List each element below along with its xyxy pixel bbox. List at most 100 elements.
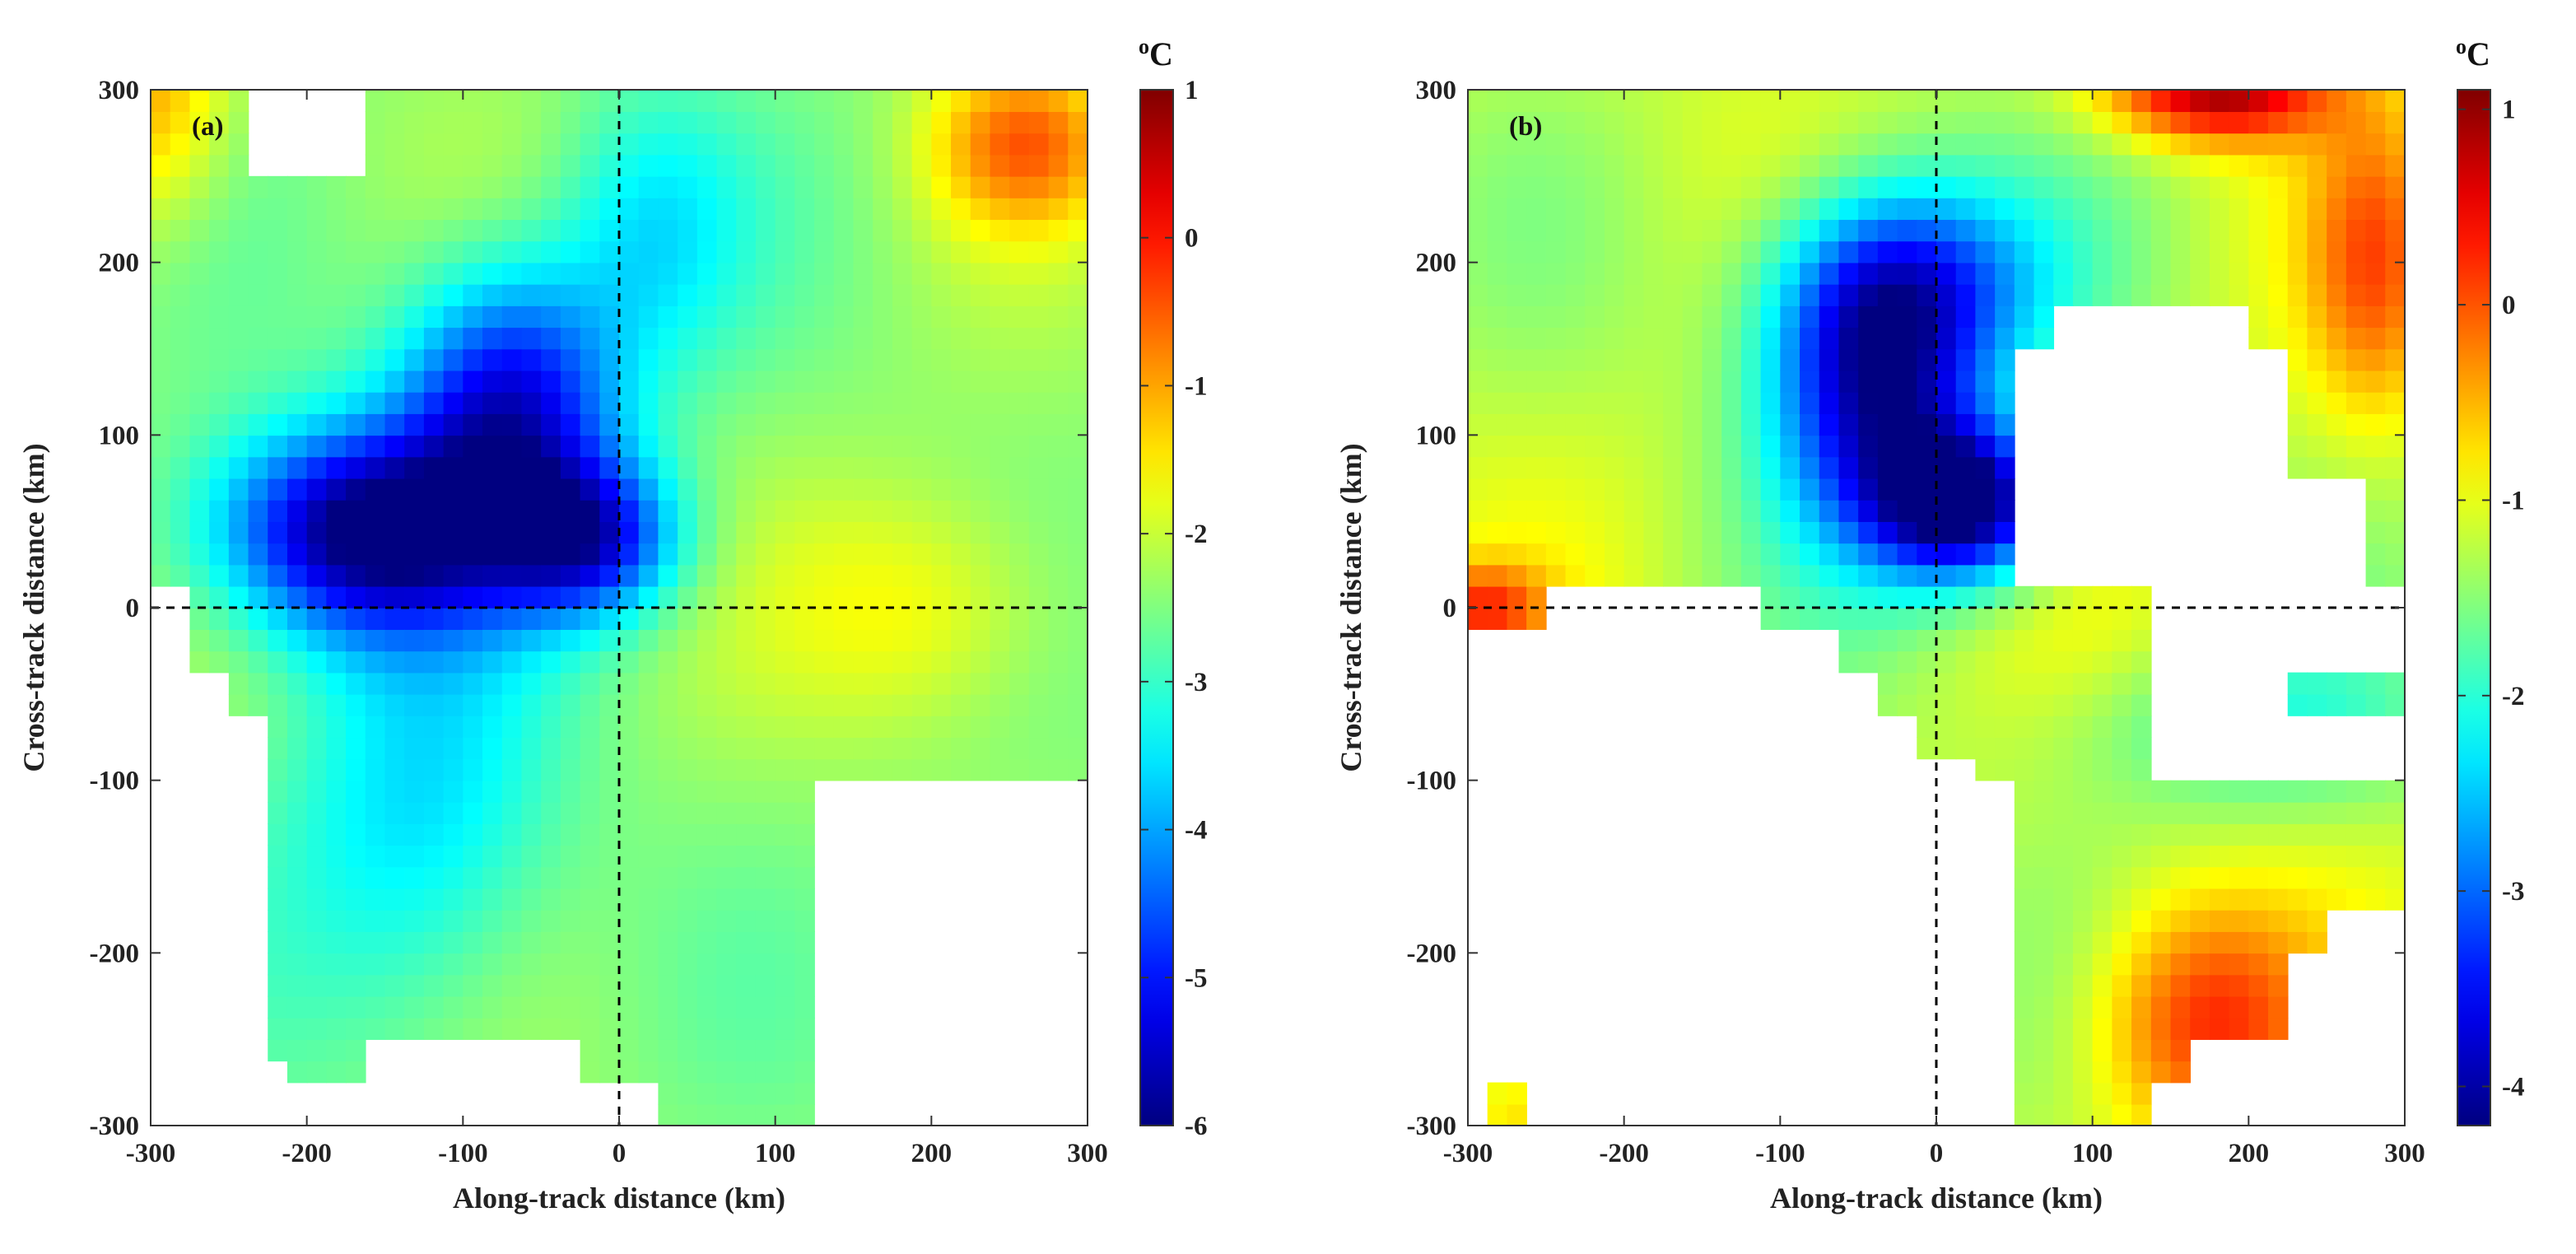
heatmap-cell	[599, 693, 620, 716]
heatmap-cell	[404, 780, 425, 803]
heatmap-cell	[2287, 823, 2308, 846]
heatmap-cell	[599, 240, 620, 263]
heatmap-cell	[1858, 348, 1879, 371]
heatmap-cell	[1995, 543, 2015, 566]
heatmap-cell	[151, 133, 171, 156]
heatmap-cell	[1780, 521, 1800, 544]
heatmap-cell	[1623, 198, 1645, 221]
heatmap-cell	[560, 780, 581, 803]
heatmap-cell	[1740, 198, 1762, 221]
heatmap-cell	[1819, 585, 1840, 608]
heatmap-cell	[501, 758, 523, 781]
heatmap-cell	[404, 801, 425, 824]
heatmap-cell	[1663, 327, 1684, 350]
heatmap-cell	[189, 564, 210, 587]
heatmap-cell	[2190, 111, 2210, 134]
heatmap-cell	[873, 435, 893, 458]
heatmap-cell	[2385, 133, 2406, 156]
heatmap-cell	[1545, 305, 1567, 329]
heatmap-cell	[970, 543, 991, 566]
heatmap-cell	[1507, 90, 1527, 113]
heatmap-cell	[2170, 909, 2192, 932]
heatmap-cell	[1917, 716, 1937, 739]
heatmap-cell	[678, 391, 698, 414]
heatmap-cell	[1468, 262, 1488, 285]
heatmap-cell	[1468, 521, 1488, 544]
heatmap-cell	[560, 543, 581, 566]
heatmap-cell	[1565, 348, 1586, 371]
heatmap-cell	[248, 219, 269, 242]
heatmap-cell	[209, 305, 230, 329]
heatmap-cell	[1545, 175, 1567, 198]
heatmap-cell	[268, 650, 288, 674]
heatmap-cell	[1800, 391, 1820, 414]
heatmap-cell	[2033, 629, 2055, 652]
heatmap-cell	[970, 348, 991, 371]
heatmap-cell	[1048, 391, 1069, 414]
heatmap-cell	[560, 219, 581, 242]
heatmap-cell	[306, 283, 328, 306]
heatmap-cell	[873, 305, 893, 329]
heatmap-cell	[268, 219, 288, 242]
heatmap-cell	[2170, 1061, 2192, 1084]
heatmap-cell	[1858, 154, 1879, 177]
heatmap-cell	[2014, 327, 2035, 350]
heatmap-cell	[599, 629, 620, 652]
heatmap-cell	[1663, 240, 1684, 263]
heatmap-cell	[443, 499, 464, 522]
heatmap-cell	[696, 974, 718, 997]
heatmap-cell	[1721, 499, 1742, 522]
heatmap-cell	[248, 585, 269, 608]
heatmap-cell	[2365, 478, 2387, 501]
heatmap-cell	[209, 133, 230, 156]
heatmap-cell	[2112, 1061, 2132, 1084]
heatmap-cell	[775, 262, 796, 285]
heatmap-cell	[696, 111, 718, 134]
heatmap-cell	[716, 888, 738, 911]
heatmap-cell	[1740, 154, 1762, 177]
heatmap-cell	[443, 413, 464, 436]
heatmap-cell	[404, 370, 425, 393]
heatmap-cell	[1897, 478, 1918, 501]
heatmap-cell	[951, 693, 971, 716]
heatmap-cell	[794, 974, 815, 997]
heatmap-cell	[2248, 801, 2269, 824]
heatmap-cell	[1955, 478, 1977, 501]
heatmap-cell	[1838, 543, 1859, 566]
heatmap-cell	[560, 133, 581, 156]
heatmap-cell	[755, 845, 776, 868]
heatmap-cell	[2053, 154, 2074, 177]
heatmap-cell	[1565, 262, 1586, 285]
heatmap-cell	[1682, 283, 1703, 306]
heatmap-cell	[678, 435, 698, 458]
heatmap-cell	[463, 845, 483, 868]
heatmap-cell	[755, 435, 776, 458]
heatmap-cell	[1009, 456, 1030, 479]
heatmap-cell	[365, 716, 386, 739]
heatmap-cell	[794, 262, 815, 285]
heatmap-cell	[2190, 780, 2210, 803]
heatmap-cell	[482, 499, 503, 522]
heatmap-cell	[268, 521, 288, 544]
heatmap-cell	[2229, 175, 2250, 198]
heatmap-cell	[541, 716, 561, 739]
heatmap-cell	[541, 953, 561, 976]
heatmap-cell	[2170, 262, 2192, 285]
heatmap-cell	[541, 758, 561, 781]
heatmap-cell	[794, 845, 815, 868]
heatmap-cell	[384, 716, 406, 739]
heatmap-cell	[1643, 262, 1664, 285]
heatmap-cell	[1780, 391, 1800, 414]
heatmap-cell	[2112, 283, 2132, 306]
heatmap-cell	[716, 693, 738, 716]
heatmap-cell	[2014, 953, 2035, 976]
heatmap-cell	[678, 154, 698, 177]
heatmap-cell	[482, 262, 503, 285]
heatmap-cell	[1975, 391, 1996, 414]
heatmap-cell	[248, 262, 269, 285]
heatmap-cell	[1740, 111, 1762, 134]
heatmap-cell	[2014, 1103, 2035, 1126]
heatmap-cell	[892, 650, 913, 674]
heatmap-cell	[696, 953, 718, 976]
heatmap-cell	[2327, 888, 2347, 911]
